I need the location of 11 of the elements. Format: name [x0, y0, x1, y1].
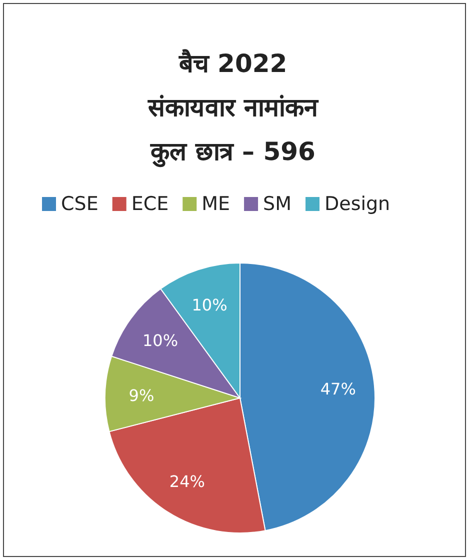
data-label: 10%: [142, 331, 178, 350]
data-label: 24%: [169, 472, 205, 492]
legend-label: ECE: [131, 193, 169, 215]
chart-title: बैच 2022 संकायवार नामांकन कुल छात्र – 596: [147, 49, 319, 168]
legend-label: ME: [202, 193, 230, 215]
data-label: 47%: [320, 380, 356, 399]
data-label: 10%: [192, 295, 228, 314]
legend-label: CSE: [61, 193, 98, 215]
legend-label: SM: [263, 193, 292, 215]
legend-label: Design: [324, 193, 390, 215]
data-label: 9%: [128, 386, 154, 405]
